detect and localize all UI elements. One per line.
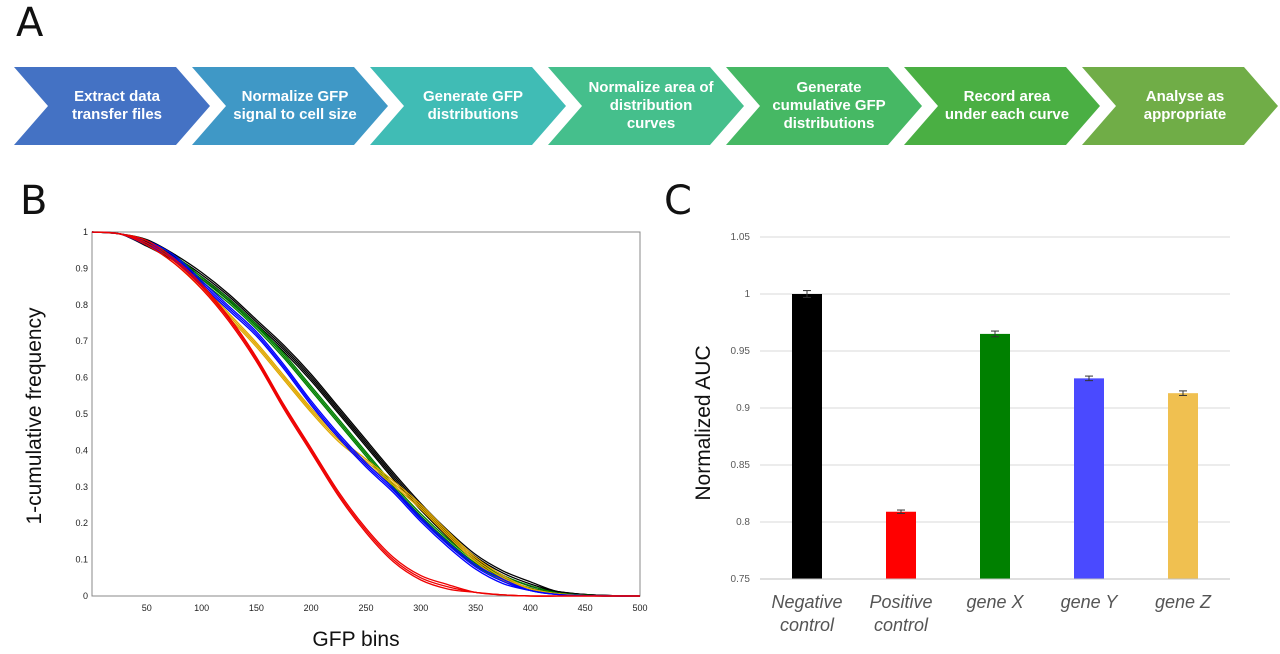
series-4-line: [91, 231, 641, 597]
workflow-step-7-label: Analyse as appropriate: [1143, 88, 1227, 123]
y-axis-title: Normalized AUC: [692, 345, 715, 500]
series-5-line: [91, 231, 640, 597]
workflow-diagram: [14, 67, 1278, 145]
series-3-line: [91, 231, 641, 597]
y-axis-title: 1-cumulative frequency: [23, 307, 46, 525]
workflow-step-4-label: Normalize area of distribution curves: [588, 79, 714, 132]
x-tick-label: 250: [358, 603, 373, 613]
plot-frame: [91, 231, 641, 597]
cumulative-frequency-chart: 50 100 150 200 250 300 350 400 450 500 0 0.1 0.2 0.3 0…: [23, 227, 648, 651]
category-label-5: gene Z: [1154, 592, 1212, 612]
y-tick-label: 0.3: [75, 482, 88, 492]
workflow-step-7-arrow: [1082, 67, 1278, 145]
x-tick-label: 350: [468, 603, 483, 613]
series-1-line: [91, 231, 641, 597]
y-tick-label: 1: [744, 289, 750, 300]
bar-5: [1168, 393, 1198, 579]
workflow-step-5-arrow: [726, 67, 922, 145]
series-4-line: [91, 231, 641, 597]
series-2-line: [91, 231, 641, 597]
series-5-line: [91, 231, 640, 597]
category-label-2: Positive control: [869, 592, 933, 635]
x-tick-label: 50: [142, 603, 152, 613]
workflow-step-3-arrow: [370, 67, 566, 145]
bar-2: [886, 511, 916, 579]
series-3-line: [91, 231, 641, 597]
panel-label-c: C: [664, 178, 692, 224]
series-1-line: [91, 231, 641, 597]
y-tick-label: 0.9: [75, 263, 88, 273]
series-1-line: [91, 231, 641, 597]
x-tick-label: 200: [304, 603, 319, 613]
y-tick-label: 0.95: [731, 346, 751, 357]
x-tick-label: 300: [413, 603, 428, 613]
series-2-line: [91, 231, 641, 597]
workflow-step-4-arrow: [548, 67, 744, 145]
series-3-line: [91, 231, 641, 597]
y-tick-label: 0.9: [736, 403, 750, 414]
workflow-step-1-label: Extract data transfer files: [71, 88, 163, 123]
series-4-line: [91, 231, 641, 597]
y-tick-label: 0: [83, 591, 88, 601]
x-tick-label: 100: [194, 603, 209, 613]
x-tick-label: 450: [578, 603, 593, 613]
workflow-step-3-label: Generate GFP distributions: [422, 88, 524, 123]
y-tick-label: 0.8: [75, 300, 88, 310]
y-tick-label: 0.5: [75, 409, 88, 419]
category-label-3: gene X: [966, 592, 1024, 612]
bar-3: [980, 333, 1010, 579]
x-axis-title: GFP bins: [312, 628, 399, 651]
y-tick-label: 1: [83, 227, 88, 237]
workflow-step-2-arrow: [192, 67, 388, 145]
series-1-line: [91, 231, 641, 597]
category-label-4: gene Y: [1060, 592, 1118, 612]
y-tick-label: 0.1: [75, 555, 88, 565]
x-tick-label: 150: [249, 603, 264, 613]
bar-4: [1074, 378, 1104, 579]
y-tick-label: 0.2: [75, 518, 88, 528]
series-5-line: [91, 231, 640, 597]
workflow-step-6-label: Record area under each curve: [944, 88, 1070, 123]
x-tick-label: 400: [523, 603, 538, 613]
panel-label-a: A: [16, 0, 44, 46]
workflow-step-5-label: Generate cumulative GFP distributions: [772, 79, 886, 132]
bar-1: [792, 294, 822, 579]
workflow-step-1-arrow: [14, 67, 210, 145]
y-tick-label: 0.7: [75, 336, 88, 346]
y-tick-label: 0.6: [75, 373, 88, 383]
y-tick-label: 0.75: [731, 574, 751, 585]
y-tick-label: 0.4: [75, 445, 88, 455]
y-tick-label: 0.85: [731, 460, 751, 471]
workflow-step-6-arrow: [904, 67, 1100, 145]
panel-label-b: B: [20, 178, 48, 224]
workflow-step-2-label: Normalize GFP signal to cell size: [233, 88, 357, 123]
series-2-line: [91, 231, 641, 597]
y-tick-label: 1.05: [731, 232, 751, 243]
x-tick-label: 500: [632, 603, 647, 613]
category-label-1: Negative control: [771, 592, 843, 635]
y-tick-label: 0.8: [736, 517, 750, 528]
